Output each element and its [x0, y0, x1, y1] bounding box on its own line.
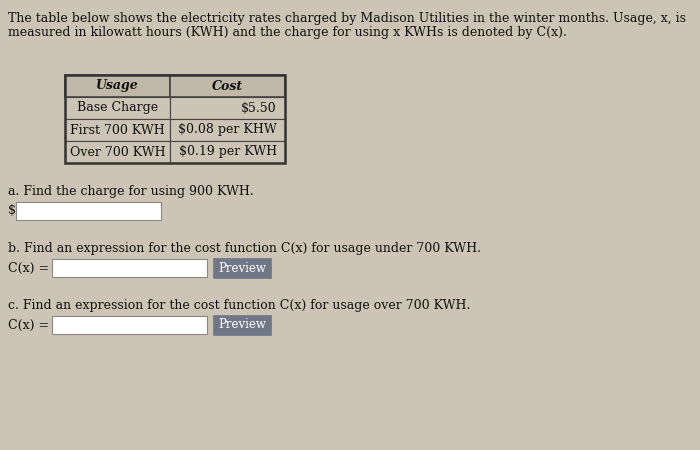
Text: Cost: Cost: [212, 80, 243, 93]
Text: $5.50: $5.50: [241, 102, 277, 114]
Bar: [65, 97, 170, 119]
Text: c. Find an expression for the cost function C(x) for usage over 700 KWH.: c. Find an expression for the cost funct…: [8, 299, 470, 312]
Text: C(x) =: C(x) =: [8, 261, 49, 274]
Text: Base Charge: Base Charge: [77, 102, 158, 114]
Text: a. Find the charge for using 900 KWH.: a. Find the charge for using 900 KWH.: [8, 185, 253, 198]
Bar: [65, 75, 170, 97]
Text: $: $: [8, 204, 16, 217]
Bar: [170, 119, 285, 141]
Text: $0.19 per KWH: $0.19 per KWH: [179, 145, 277, 158]
Bar: [16, 202, 161, 220]
Text: Preview: Preview: [218, 261, 266, 274]
Text: C(x) =: C(x) =: [8, 319, 49, 332]
Bar: [213, 315, 271, 335]
Bar: [52, 259, 207, 277]
Bar: [65, 75, 285, 163]
Bar: [65, 119, 170, 141]
Text: First 700 KWH: First 700 KWH: [70, 123, 165, 136]
Text: The table below shows the electricity rates charged by Madison Utilities in the : The table below shows the electricity ra…: [8, 12, 686, 25]
Bar: [213, 258, 271, 278]
Text: measured in kilowatt hours (KWH) and the charge for using x KWHs is denoted by C: measured in kilowatt hours (KWH) and the…: [8, 26, 567, 39]
Text: Over 700 KWH: Over 700 KWH: [70, 145, 165, 158]
Text: $0.08 per KHW: $0.08 per KHW: [178, 123, 277, 136]
Bar: [170, 141, 285, 163]
Text: Preview: Preview: [218, 319, 266, 332]
Bar: [65, 141, 170, 163]
Bar: [170, 97, 285, 119]
Bar: [52, 316, 207, 334]
Text: b. Find an expression for the cost function C(x) for usage under 700 KWH.: b. Find an expression for the cost funct…: [8, 242, 481, 255]
Bar: [170, 75, 285, 97]
Text: Usage: Usage: [96, 80, 139, 93]
